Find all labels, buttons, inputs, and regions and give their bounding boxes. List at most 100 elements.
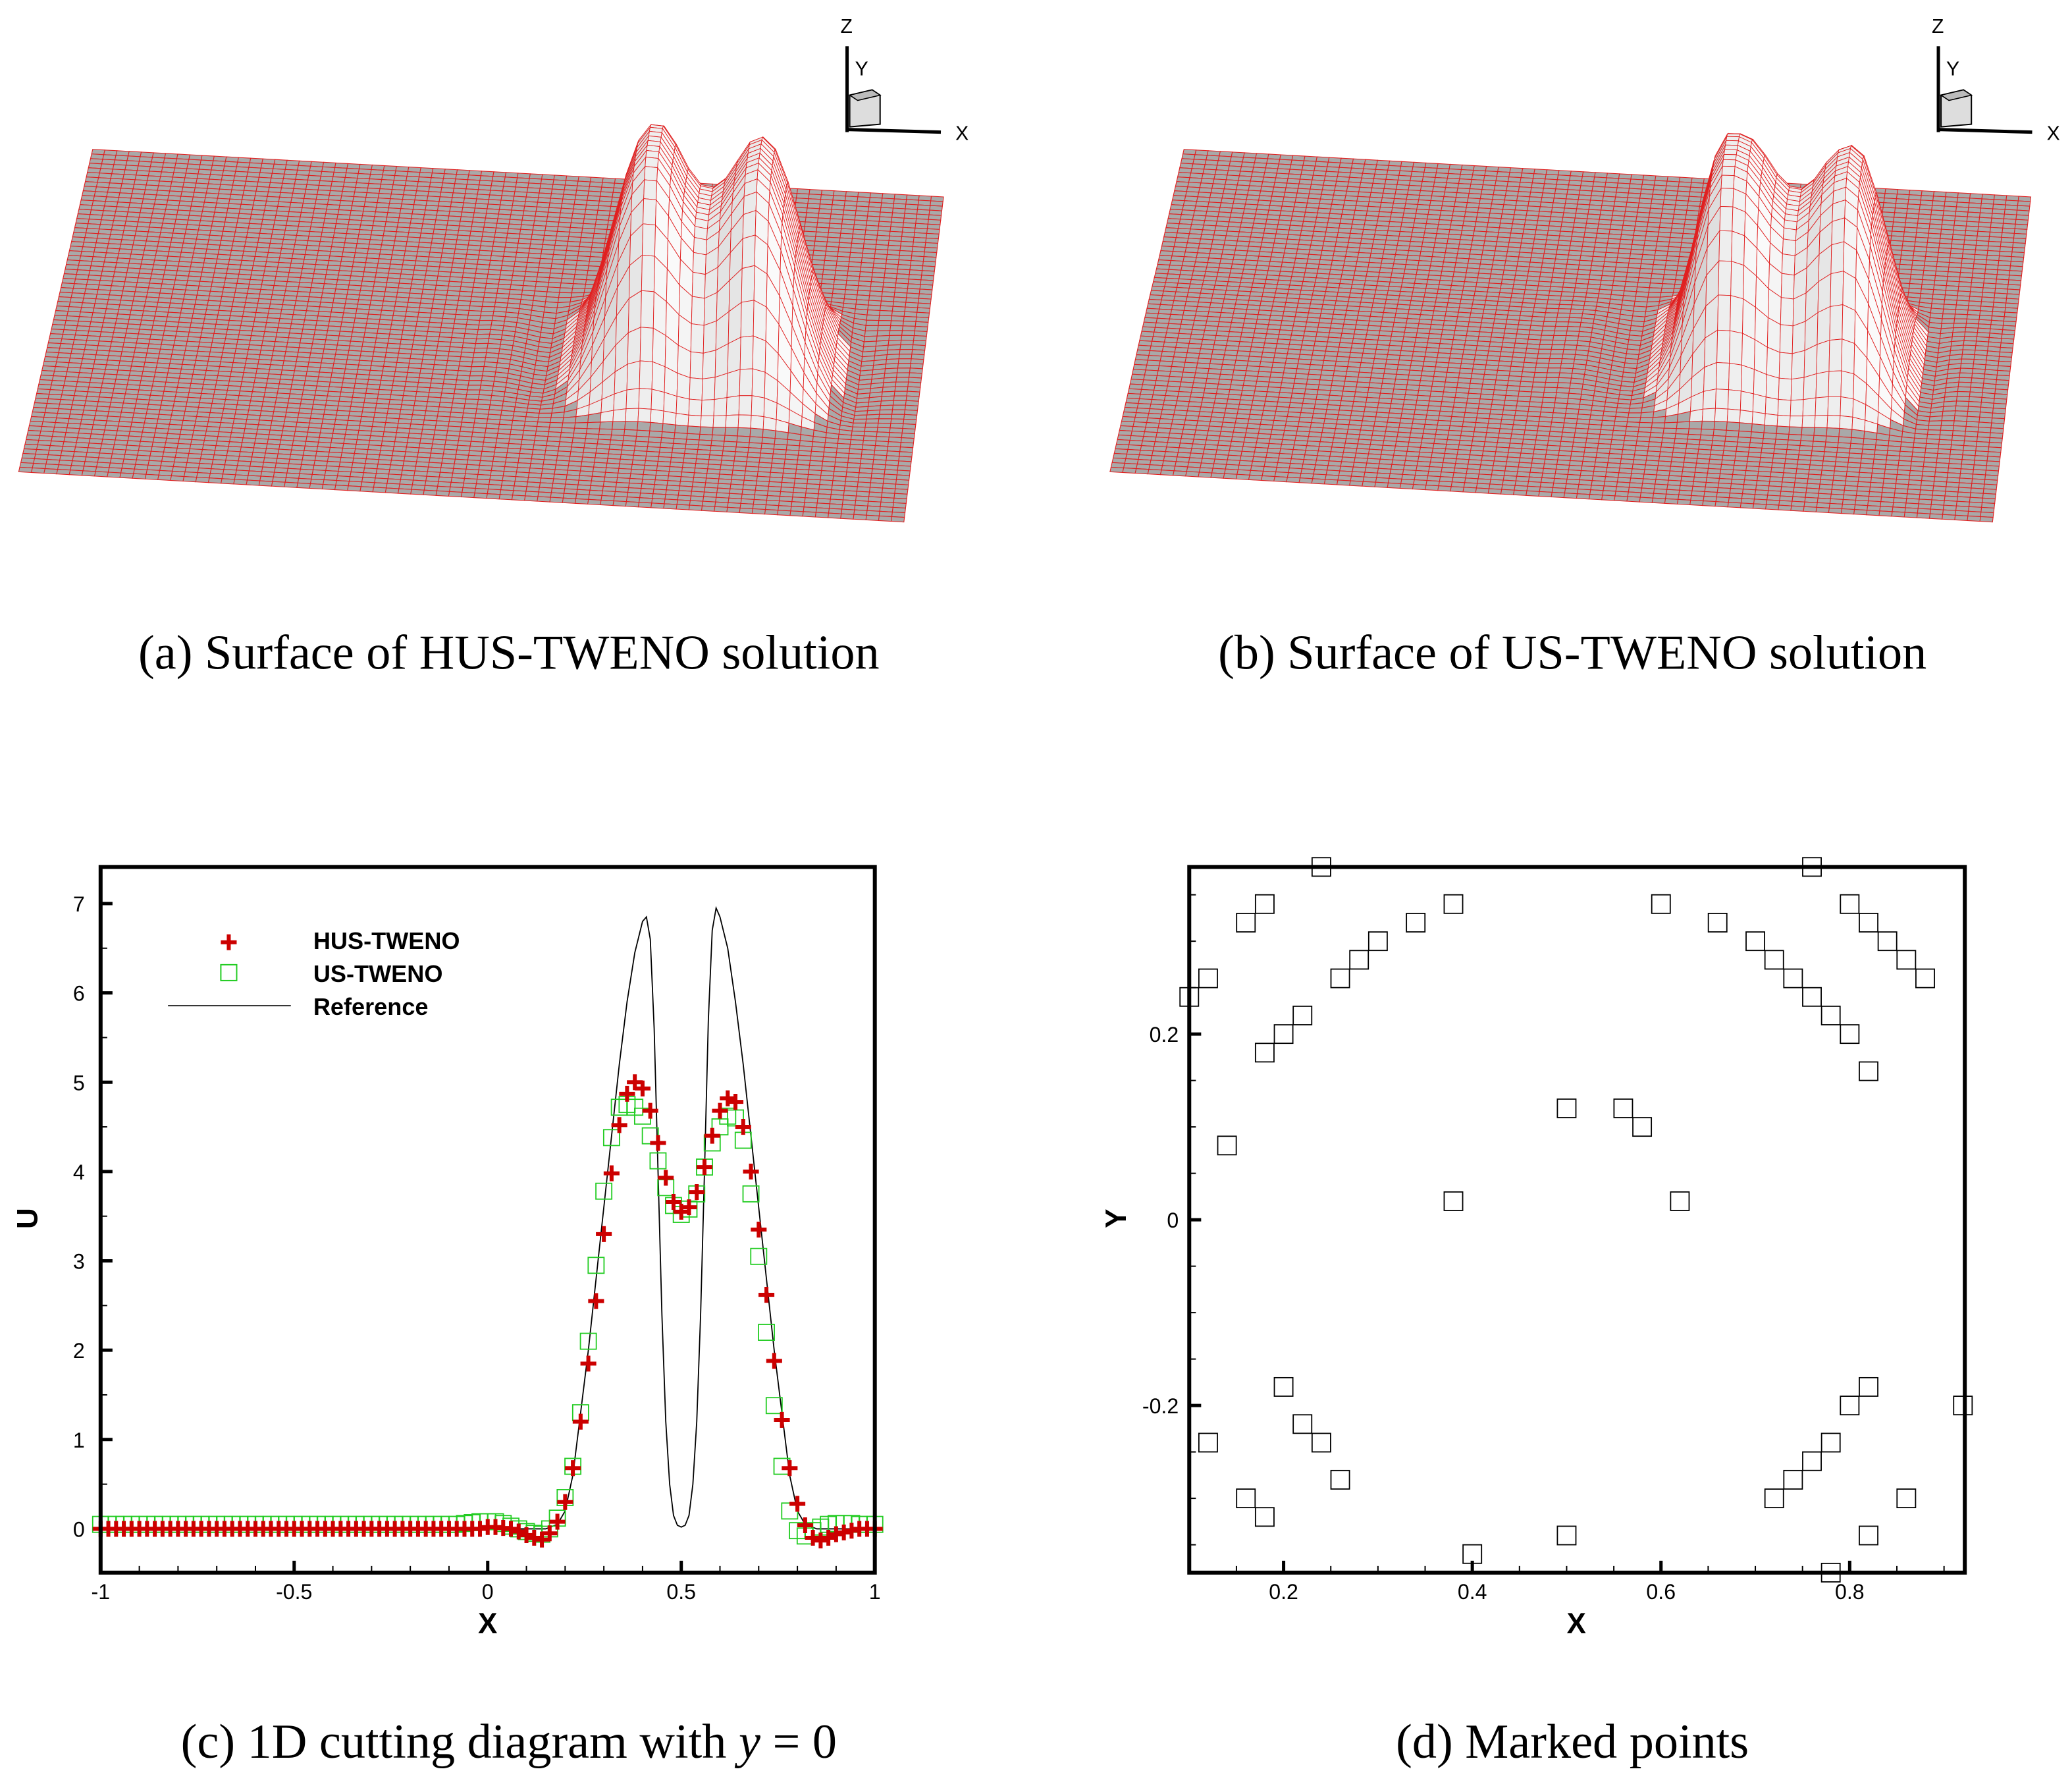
surface-mesh-cell	[638, 388, 652, 410]
surface-mesh-cell	[740, 300, 755, 338]
surface-mesh-cell	[207, 477, 223, 484]
surface-mesh-cell	[471, 361, 486, 367]
surface-mesh-cell	[423, 489, 438, 496]
surface-mesh-cell	[523, 495, 539, 502]
surface-mesh-cell	[897, 358, 912, 364]
surface-mesh-cell	[643, 179, 658, 200]
surface-mesh-cell	[639, 360, 653, 390]
surface-mesh-cell	[612, 408, 627, 422]
surface-mesh-cell	[814, 512, 830, 518]
surface-mesh-cell	[482, 296, 497, 303]
surface-mesh-cell	[899, 344, 914, 350]
surface-mesh-cell	[612, 500, 627, 507]
surface-mesh-cell	[639, 327, 654, 362]
surface-mesh-cell	[750, 414, 764, 430]
surface-mesh-cell	[645, 157, 659, 169]
surface-mesh-cell	[480, 310, 494, 317]
surface-mesh-cell	[479, 315, 494, 321]
surface-mesh-cell	[385, 487, 400, 494]
surface-mesh-cell	[687, 425, 701, 435]
surface-mesh-cell	[877, 422, 891, 429]
surface-mesh-cell	[878, 315, 893, 321]
surface-mesh-cell	[701, 377, 716, 401]
surface-mesh-cell	[651, 502, 665, 509]
surface-mesh-cell	[739, 368, 753, 396]
surface-mesh-cell	[359, 486, 375, 493]
surface-mesh-cell	[68, 470, 84, 476]
triad-y-label: Y	[855, 58, 868, 80]
surface-mesh-cell	[498, 494, 514, 501]
surface-mesh-cell	[539, 408, 553, 414]
surface-mesh-cell	[827, 512, 842, 519]
surface-mesh-cell	[751, 395, 765, 418]
surface-mesh-cell	[864, 325, 879, 332]
surface-mesh-cell	[562, 497, 577, 504]
surface-mesh-cell	[711, 434, 726, 442]
surface-mesh-cell	[895, 377, 910, 383]
surface-mesh-cell	[571, 288, 585, 294]
surface-mesh-cell	[699, 426, 714, 435]
surface-mesh-cell	[600, 410, 614, 423]
surface-mesh-cell	[334, 485, 349, 491]
surface-mesh-cell	[690, 323, 704, 354]
surface-mesh-cell	[562, 416, 577, 423]
surface-mesh-cell	[221, 478, 235, 485]
surface-mesh-cell	[676, 504, 691, 510]
surface-mesh-cell	[751, 508, 766, 515]
surface-mesh-cell	[865, 418, 880, 424]
surface-mesh-cell	[676, 396, 690, 416]
surface-mesh-cell	[56, 469, 71, 475]
surface-mesh-cell	[650, 408, 664, 424]
surface-mesh-cell	[895, 381, 909, 387]
surface-mesh-cell	[888, 335, 903, 341]
surface-mesh-cell	[18, 466, 33, 474]
axis-triad-a: Z Y X	[841, 16, 969, 145]
surface-mesh-cell	[486, 493, 501, 500]
surface-mesh-cell	[600, 499, 614, 506]
surface-mesh-cell	[627, 327, 641, 365]
surface-mesh-cell	[107, 472, 122, 478]
surface-mesh-cell	[587, 421, 601, 429]
surface-mesh-cell	[752, 335, 766, 373]
surface-mesh-cell	[467, 380, 483, 386]
surface-mesh-cell	[878, 320, 892, 326]
caption-a: (a) Surface of HUS-TWENO solution	[138, 626, 880, 680]
surface-mesh-cell	[410, 489, 425, 495]
surface-mesh-cell	[640, 290, 654, 329]
surface-mesh-cell	[625, 501, 640, 508]
surface-mesh-cell	[641, 254, 655, 292]
surface-mesh-cell	[662, 423, 676, 433]
surface-mesh-cell	[749, 427, 764, 438]
surface-mesh-cell	[271, 481, 286, 487]
surface-mesh-cell	[890, 325, 904, 331]
surface-mesh-cell	[898, 354, 913, 360]
surface-mesh-cell	[762, 429, 776, 439]
surface-mesh-cell	[574, 498, 589, 504]
surface-mesh-cell	[852, 422, 866, 428]
surface-mesh-cell	[469, 370, 484, 377]
surface-mesh-cell	[893, 395, 907, 401]
surface-mesh-cell	[467, 385, 481, 391]
surface-mesh-cell	[700, 416, 714, 428]
surface-mesh-cell	[435, 490, 450, 497]
surface-mesh-cell	[182, 475, 198, 483]
surface-mesh-cell	[840, 513, 855, 520]
surface-mesh-cell	[81, 470, 96, 477]
surface-mesh-cell	[864, 422, 879, 428]
surface-mesh-cell	[890, 418, 905, 425]
surface-mesh-cell	[309, 483, 324, 490]
surface-mesh-cell	[481, 301, 496, 308]
surface-mesh-cell	[132, 473, 147, 479]
surface-mesh-cell	[691, 271, 706, 299]
surface-mesh-cell	[448, 491, 463, 498]
surface-mesh-cell	[737, 414, 752, 429]
surface-mesh-cell	[890, 315, 905, 322]
surface-mesh-cell	[473, 352, 487, 358]
surface-mesh-cell	[610, 429, 625, 436]
surface-mesh-cell	[712, 427, 726, 436]
surface-mesh-cell	[899, 349, 913, 355]
surface-mesh-cell	[888, 339, 902, 346]
triad-x-axis	[847, 128, 942, 134]
surface-mesh-cell	[478, 319, 493, 326]
